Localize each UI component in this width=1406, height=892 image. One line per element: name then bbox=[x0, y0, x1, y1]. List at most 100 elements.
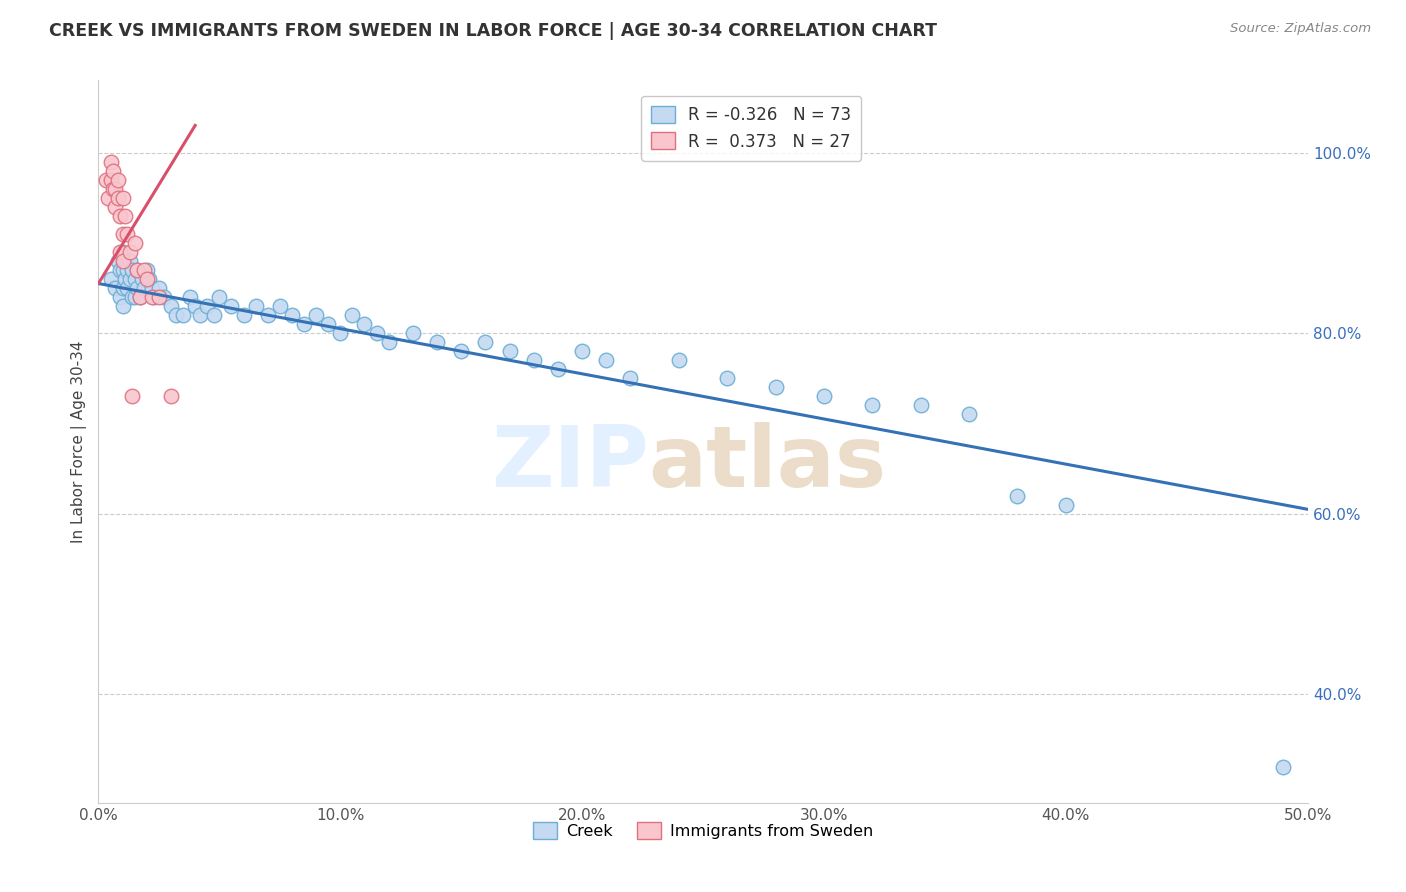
Point bbox=[134, 281, 156, 295]
Point bbox=[195, 299, 218, 313]
Point bbox=[117, 227, 139, 241]
Point bbox=[124, 290, 146, 304]
Point bbox=[127, 263, 149, 277]
Point bbox=[474, 335, 496, 350]
Point bbox=[117, 263, 139, 277]
Point bbox=[765, 380, 787, 394]
Point bbox=[342, 308, 364, 322]
Point bbox=[107, 254, 129, 268]
Point bbox=[523, 353, 546, 368]
Legend: Creek, Immigrants from Sweden: Creek, Immigrants from Sweden bbox=[526, 816, 880, 846]
Point bbox=[188, 308, 211, 322]
Y-axis label: In Labor Force | Age 30-34: In Labor Force | Age 30-34 bbox=[72, 340, 87, 543]
Point bbox=[292, 317, 315, 331]
Point bbox=[128, 290, 150, 304]
Point bbox=[118, 272, 141, 286]
Point bbox=[111, 299, 134, 313]
Point bbox=[138, 272, 160, 286]
Point bbox=[127, 281, 149, 295]
Point bbox=[135, 272, 157, 286]
Point bbox=[619, 371, 641, 385]
Point bbox=[121, 389, 143, 403]
Point bbox=[221, 299, 243, 313]
Point bbox=[571, 344, 593, 359]
Point bbox=[94, 172, 117, 186]
Point bbox=[269, 299, 291, 313]
Point bbox=[111, 281, 134, 295]
Point bbox=[353, 317, 375, 331]
Point bbox=[256, 308, 278, 322]
Point bbox=[204, 308, 226, 322]
Point bbox=[100, 154, 122, 169]
Point bbox=[160, 389, 183, 403]
Point bbox=[160, 299, 183, 313]
Point bbox=[668, 353, 690, 368]
Point bbox=[114, 254, 136, 268]
Point bbox=[104, 182, 127, 196]
Point bbox=[127, 263, 149, 277]
Point bbox=[108, 244, 131, 259]
Point bbox=[111, 263, 134, 277]
Text: Source: ZipAtlas.com: Source: ZipAtlas.com bbox=[1230, 22, 1371, 36]
Text: atlas: atlas bbox=[648, 422, 887, 505]
Point bbox=[121, 290, 143, 304]
Point bbox=[111, 227, 134, 241]
Point bbox=[165, 308, 187, 322]
Point bbox=[402, 326, 425, 341]
Point bbox=[957, 408, 980, 422]
Point bbox=[97, 191, 120, 205]
Point bbox=[108, 290, 131, 304]
Point bbox=[316, 317, 339, 331]
Point bbox=[910, 398, 932, 412]
Point bbox=[135, 263, 157, 277]
Point bbox=[101, 182, 124, 196]
Point bbox=[114, 209, 136, 223]
Point bbox=[232, 308, 254, 322]
Point bbox=[366, 326, 388, 341]
Point bbox=[716, 371, 738, 385]
Point bbox=[281, 308, 304, 322]
Text: CREEK VS IMMIGRANTS FROM SWEDEN IN LABOR FORCE | AGE 30-34 CORRELATION CHART: CREEK VS IMMIGRANTS FROM SWEDEN IN LABOR… bbox=[49, 22, 938, 40]
Point bbox=[245, 299, 267, 313]
Point bbox=[100, 172, 122, 186]
Point bbox=[152, 290, 174, 304]
Point bbox=[100, 272, 122, 286]
Point bbox=[148, 281, 170, 295]
Point bbox=[595, 353, 617, 368]
Point bbox=[111, 244, 134, 259]
Point bbox=[305, 308, 328, 322]
Point bbox=[117, 281, 139, 295]
Point bbox=[124, 235, 146, 250]
Point bbox=[141, 281, 163, 295]
Point bbox=[148, 290, 170, 304]
Point bbox=[131, 272, 153, 286]
Point bbox=[184, 299, 207, 313]
Point bbox=[450, 344, 472, 359]
Point bbox=[813, 389, 835, 403]
Point bbox=[172, 308, 194, 322]
Point bbox=[124, 272, 146, 286]
Point bbox=[111, 254, 134, 268]
Point bbox=[108, 209, 131, 223]
Point bbox=[1054, 498, 1077, 512]
Point bbox=[208, 290, 231, 304]
Point bbox=[114, 272, 136, 286]
Point bbox=[179, 290, 201, 304]
Point bbox=[104, 200, 127, 214]
Point bbox=[128, 290, 150, 304]
Point bbox=[111, 191, 134, 205]
Point bbox=[860, 398, 883, 412]
Point bbox=[108, 263, 131, 277]
Text: ZIP: ZIP bbox=[491, 422, 648, 505]
Point bbox=[547, 362, 569, 376]
Point bbox=[118, 244, 141, 259]
Point bbox=[134, 263, 156, 277]
Point bbox=[1007, 489, 1029, 503]
Point bbox=[104, 281, 127, 295]
Point bbox=[329, 326, 352, 341]
Point bbox=[107, 191, 129, 205]
Point bbox=[141, 290, 163, 304]
Point bbox=[118, 254, 141, 268]
Point bbox=[143, 290, 166, 304]
Point bbox=[426, 335, 449, 350]
